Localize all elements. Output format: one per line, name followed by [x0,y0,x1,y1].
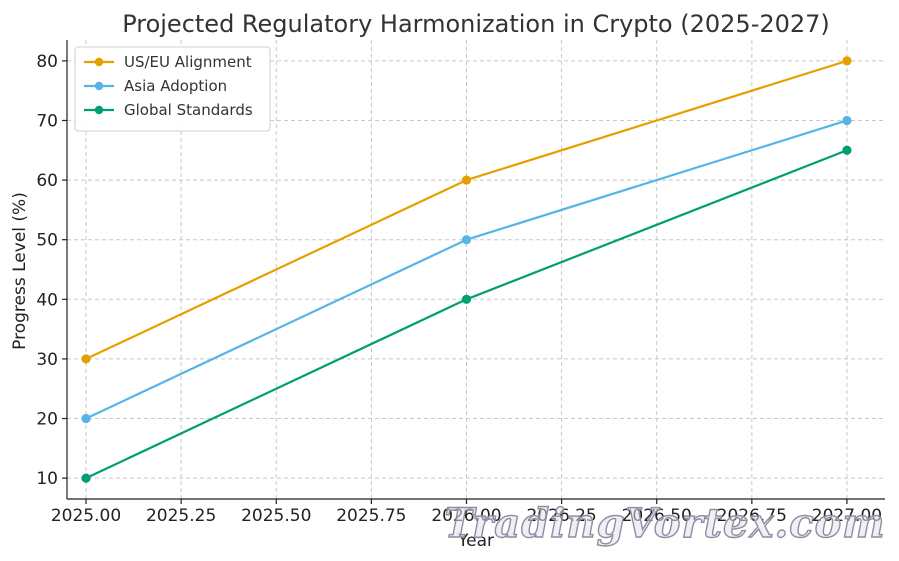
chart-title: Projected Regulatory Harmonization in Cr… [122,10,830,38]
series-line [85,119,848,420]
legend-label: Global Standards [124,101,253,119]
series-1 [81,115,852,424]
x-tick-label: 2025.00 [51,506,121,526]
watermark: TradingVortex.com [444,500,885,547]
y-tick-label: 40 [36,290,58,310]
data-point [461,235,472,245]
data-point [81,354,91,364]
x-tick-label: 2026.50 [622,506,692,526]
legend-label: Asia Adoption [124,77,227,95]
legend-label: US/EU Alignment [124,53,252,71]
y-tick-label: 80 [36,52,58,72]
data-point [461,175,472,185]
legend: US/EU Alignment Asia Adoption Global Stand… [74,46,271,132]
legend-marker [94,81,104,91]
y-tick-label: 20 [36,410,58,430]
data-point [81,473,91,483]
axes: 2025.00 2025.25 2025.50 2025.75 2026.00 2026.… [36,40,885,526]
y-axis-label: Progress Level (%) [10,192,30,350]
x-tick-label: 2026.25 [526,506,596,526]
x-tick-label: 2027.00 [812,506,882,526]
data-point [842,145,852,155]
series-0 [81,56,852,364]
x-axis-label: Year [457,531,494,551]
data-point [461,294,472,304]
y-tick-label: 50 [36,231,58,251]
x-tick-label: 2025.75 [336,506,406,526]
series-2 [81,145,852,483]
data-point [842,115,852,126]
data-point [81,413,91,424]
y-tick-label: 10 [36,469,58,489]
x-tick-label: 2026.75 [717,506,787,526]
legend-marker [94,105,104,115]
x-tick-label: 2025.50 [241,506,311,526]
y-tick-label: 70 [36,111,58,131]
x-tick-label: 2025.25 [146,506,216,526]
legend-marker [94,57,104,67]
series-layer [81,56,852,483]
data-point [842,56,852,66]
y-tick-label: 30 [36,350,58,370]
y-tick-label: 60 [36,171,58,191]
x-tick-label: 2026.00 [431,506,501,526]
legend-box [74,46,271,132]
